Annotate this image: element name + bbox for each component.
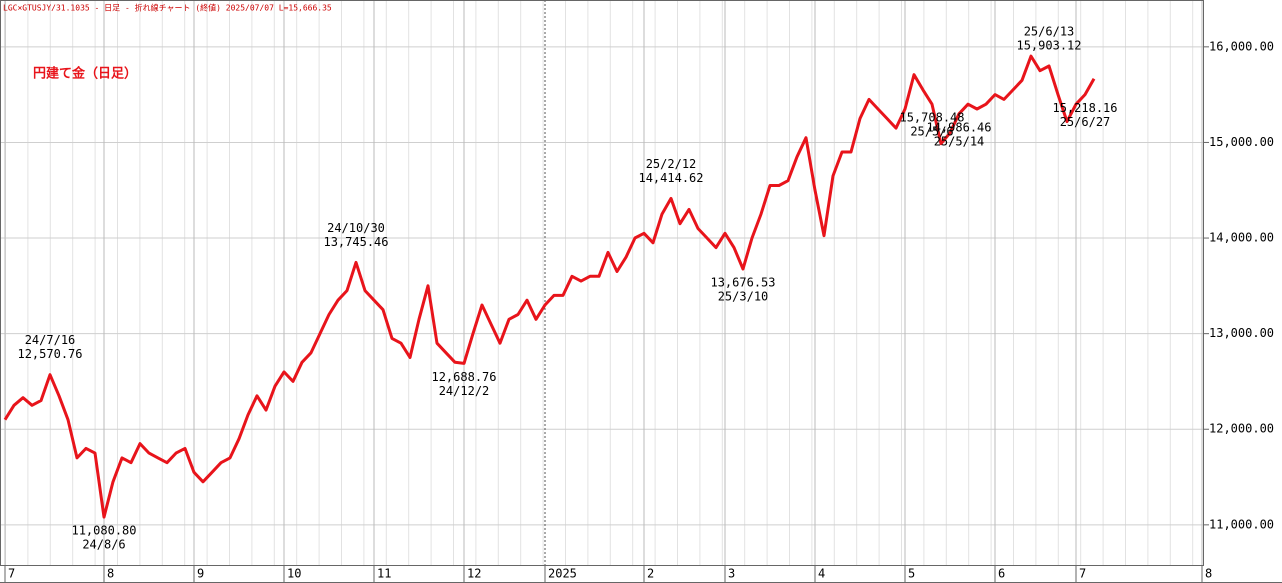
y-tick-label: 14,000.00 (1209, 231, 1274, 245)
header: LGC×GTUSJY/31.1035 - 日足 - 折れ線チャート (終値) 2… (3, 3, 332, 13)
value-label: 15,218.16 (1052, 101, 1117, 115)
point-date: 24/10/30 (327, 221, 385, 235)
value-label: 12,688.76 (431, 370, 496, 384)
x-tick-label: 8 (1205, 567, 1212, 581)
x-tick-label: 10 (287, 567, 301, 581)
y-tick-label: 12,000.00 (1209, 422, 1274, 436)
x-tick-label: 6 (998, 567, 1005, 581)
value-label: 13,745.46 (323, 235, 388, 249)
value-label: 14,986.46 (926, 120, 991, 134)
point-date: 25/2/12 (646, 157, 697, 171)
x-tick-label: 2025 (548, 567, 577, 581)
plot (0, 0, 1203, 565)
chart-title: 円建て金（日足） (33, 66, 137, 82)
y-tick-label: 13,000.00 (1209, 326, 1274, 340)
value-label: 13,676.53 (710, 275, 775, 289)
value-label: 11,080.80 (71, 524, 136, 538)
point-date: 24/12/2 (439, 384, 490, 398)
point-date: 24/7/16 (25, 333, 76, 347)
y-tick-label: 15,000.00 (1209, 135, 1274, 149)
x-tick-label: 7 (1079, 567, 1086, 581)
x-tick-label: 8 (107, 567, 114, 581)
point-date: 25/6/13 (1024, 24, 1075, 38)
value-label: 15,708.48 (899, 111, 964, 125)
x-tick-label: 4 (818, 567, 825, 581)
point-date: 25/6/27 (1060, 115, 1111, 129)
price-line (3, 54, 1096, 519)
point-date: 25/5/6 (910, 125, 953, 139)
value-label: 14,414.62 (638, 171, 703, 185)
x-tick-label: 2 (647, 567, 654, 581)
x-tick-label: 9 (197, 567, 204, 581)
x-tick-label: 7 (8, 567, 15, 581)
value-label: 15,903.12 (1016, 38, 1081, 52)
y-tick-label: 16,000.00 (1209, 39, 1274, 53)
point-date: 24/8/6 (82, 538, 125, 552)
point-date: 25/3/10 (718, 289, 769, 303)
plot-border (0, 0, 1204, 566)
value-label: 12,570.76 (17, 347, 82, 361)
y-tick-label: 11,000.00 (1209, 517, 1274, 531)
point-date: 25/5/14 (934, 134, 985, 148)
x-tick-label: 12 (467, 567, 481, 581)
x-tick-label: 11 (377, 567, 391, 581)
x-tick-label: 3 (728, 567, 735, 581)
x-tick-label: 5 (908, 567, 915, 581)
week-grid (0, 0, 1204, 566)
